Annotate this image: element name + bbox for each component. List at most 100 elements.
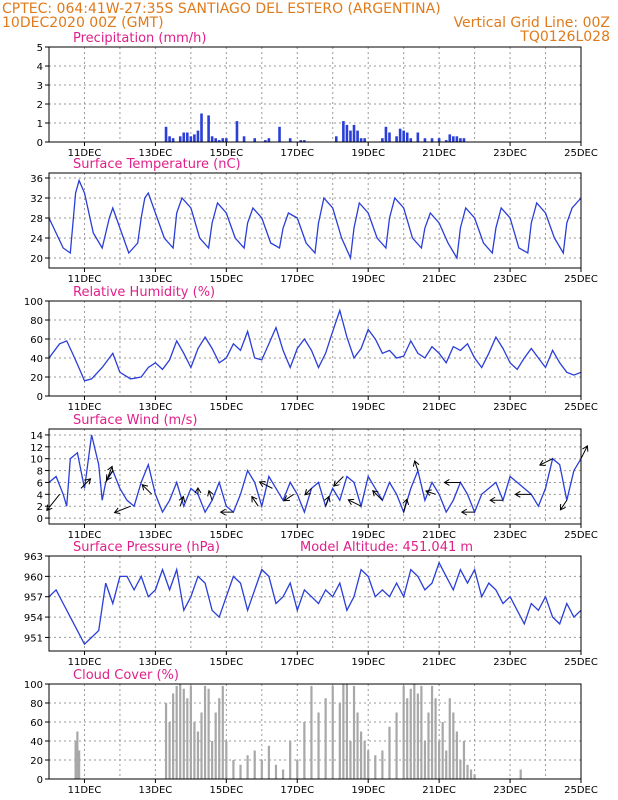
- header-grid-note: Vertical Grid Line: 00Z: [454, 15, 610, 31]
- header-model-code: TQ0126L028: [519, 29, 610, 45]
- data-bar: [217, 140, 221, 142]
- panel-temperature: Surface Temperature (nC) 20 24 28 32 36 11DEC 1…: [30, 157, 598, 285]
- data-bar: [438, 741, 441, 779]
- y-tick-label: 2: [37, 100, 43, 111]
- data-bar: [356, 130, 359, 142]
- panel-frame: [48, 300, 582, 397]
- data-bar: [168, 722, 171, 779]
- wind-arrow-head: [219, 508, 226, 516]
- wind-arrow: [114, 505, 131, 514]
- y-tick-label: 6: [37, 478, 43, 489]
- data-bar: [342, 121, 345, 142]
- data-bar: [416, 693, 419, 779]
- data-bar: [207, 688, 210, 779]
- wind-arrow-head: [347, 498, 355, 505]
- x-tick-label: 21DEC: [422, 530, 456, 541]
- y-tick-label: 14: [30, 431, 43, 442]
- panel-title: Precipitation (mm/h): [73, 31, 206, 46]
- data-bar: [374, 755, 377, 779]
- x-tick-label: 19DEC: [351, 657, 385, 668]
- data-bar: [221, 138, 225, 142]
- data-bar: [274, 764, 278, 779]
- data-bar: [459, 138, 462, 142]
- data-bar: [178, 136, 182, 142]
- x-tick-label: 17DEC: [280, 274, 314, 285]
- data-bar: [74, 741, 77, 779]
- data-bar: [427, 712, 430, 779]
- data-bar: [466, 764, 469, 779]
- wind-arrow: [208, 490, 213, 501]
- data-bar: [164, 126, 168, 142]
- data-bar: [182, 688, 185, 779]
- x-tick-label: 17DEC: [280, 530, 314, 541]
- data-bar: [253, 138, 257, 142]
- x-tick-label: 15DEC: [209, 657, 243, 668]
- wind-arrow: [251, 496, 259, 507]
- data-bar: [310, 685, 313, 779]
- data-bar: [289, 741, 292, 779]
- data-bar: [303, 140, 306, 142]
- x-tick-label: 11DEC: [68, 402, 102, 413]
- data-bar: [338, 703, 341, 779]
- data-bar: [267, 138, 271, 142]
- data-bar: [409, 688, 412, 779]
- x-tick-label: 25DEC: [564, 530, 598, 541]
- data-bar: [381, 750, 384, 779]
- y-tick-label: 32: [30, 194, 43, 205]
- x-tick-label: 17DEC: [280, 148, 314, 159]
- x-tick-label: 11DEC: [68, 785, 102, 796]
- wind-arrow-head: [46, 504, 53, 512]
- x-tick-label: 23DEC: [493, 657, 527, 668]
- wind-arrow-head: [194, 486, 202, 494]
- series-line: [48, 561, 582, 646]
- data-bar: [179, 684, 182, 779]
- data-bar: [441, 722, 444, 779]
- x-tick-label: 23DEC: [493, 785, 527, 796]
- data-bar: [221, 685, 224, 779]
- y-tick-label: 0: [37, 138, 43, 149]
- y-tick-label: 2: [37, 502, 43, 513]
- y-tick-label: 36: [30, 174, 43, 185]
- data-bar: [352, 124, 356, 142]
- series-line: [48, 308, 582, 382]
- wind-arrow: [283, 493, 294, 502]
- x-tick-label: 25DEC: [564, 785, 598, 796]
- data-bar: [203, 685, 207, 779]
- y-tick-label: 951: [24, 633, 43, 644]
- wind-arrow-head: [460, 508, 468, 516]
- x-tick-label: 13DEC: [139, 148, 173, 159]
- data-bar: [356, 712, 359, 779]
- wind-arrow: [141, 484, 153, 495]
- wind-arrow: [80, 478, 91, 489]
- data-bar: [267, 745, 270, 779]
- y-tick-label: 100: [24, 297, 43, 308]
- panel-frame: [48, 683, 582, 780]
- data-bar: [349, 130, 352, 142]
- x-tick-label: 11DEC: [68, 657, 102, 668]
- x-tick-label: 25DEC: [564, 657, 598, 668]
- x-tick-label: 15DEC: [209, 274, 243, 285]
- panel-cloud-cover: Cloud Cover (%) 0 20 40 60 80 100 11DEC 13DEC 15D…: [24, 668, 598, 796]
- wind-arrow: [414, 460, 419, 471]
- wind-arrow-head: [582, 445, 589, 452]
- x-tick-label: 11DEC: [68, 148, 102, 159]
- y-tick-label: 954: [24, 613, 43, 624]
- data-bar: [367, 750, 370, 779]
- y-tick-label: 960: [24, 572, 43, 583]
- data-bar: [388, 132, 391, 142]
- data-bar: [462, 138, 466, 142]
- y-tick-label: 4: [37, 490, 43, 501]
- data-bar: [406, 698, 409, 779]
- data-bar: [409, 138, 413, 142]
- data-bar: [434, 698, 437, 779]
- data-bar: [239, 764, 242, 779]
- x-tick-label: 17DEC: [280, 402, 314, 413]
- data-bar: [395, 712, 398, 779]
- x-tick-label: 21DEC: [422, 274, 456, 285]
- wind-arrow: [403, 499, 408, 513]
- data-bar: [246, 755, 249, 779]
- panel-title: Surface Wind (m/s): [73, 413, 197, 428]
- panel-title: Relative Humidity (%): [73, 285, 215, 300]
